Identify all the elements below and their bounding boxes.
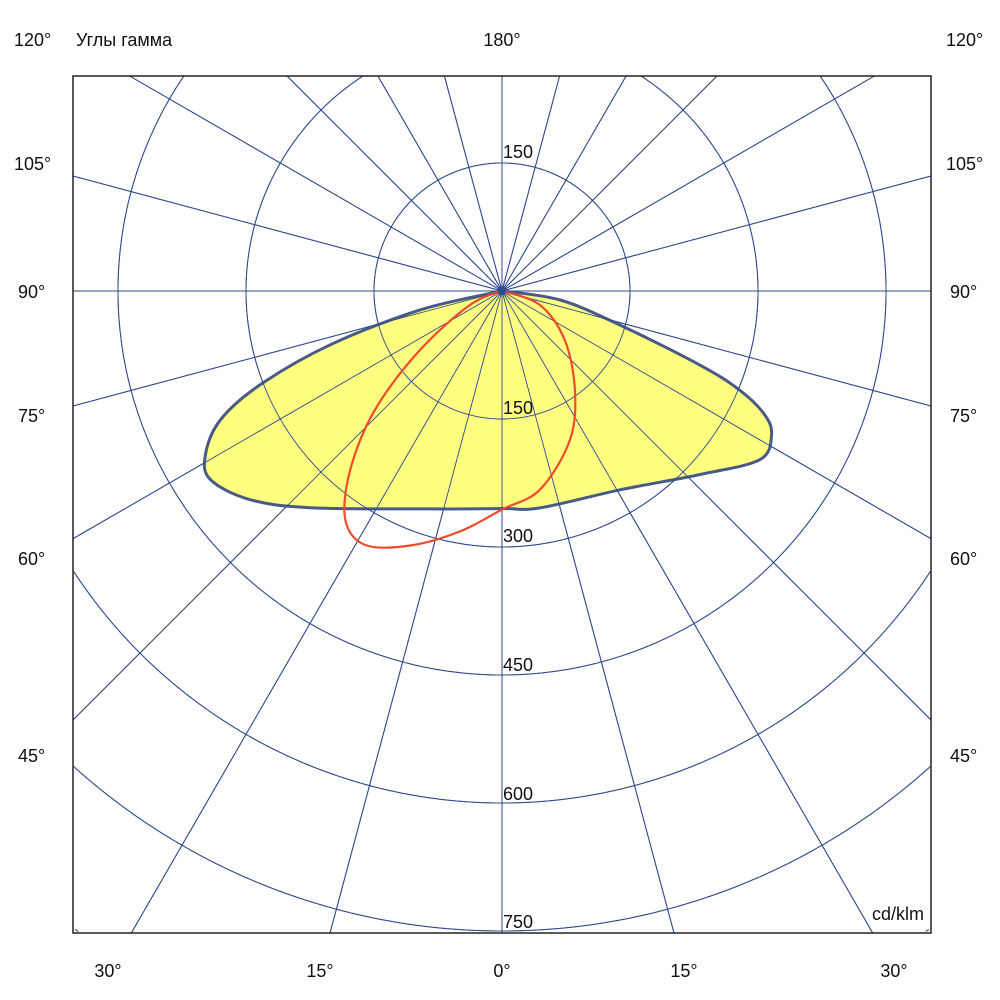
grid-radial-line-overlay [329, 290, 503, 934]
ring-label: 150 [503, 398, 533, 418]
grid-ring-overlay [245, 75, 759, 548]
right-angle-label: 75° [950, 406, 977, 426]
right-angle-label: 120° [946, 30, 983, 50]
grid-radial-line-overlay [501, 75, 875, 292]
grid-radial-line-overlay [72, 175, 503, 292]
bottom-angle-label: 15° [670, 961, 697, 981]
intensity-curve-line [343, 289, 577, 549]
top-angle-label: 180° [483, 30, 520, 50]
left-angle-label: 60° [18, 549, 45, 569]
unit-label: cd/klm [872, 904, 924, 924]
grid-radial-line-overlay [501, 290, 874, 934]
right-angle-label: 90° [950, 282, 977, 302]
bottom-angle-label: 30° [880, 961, 907, 981]
right-angle-label: 60° [950, 549, 977, 569]
left-angle-label: 105° [14, 154, 51, 174]
left-angle-label: 45° [18, 746, 45, 766]
grid-radial-line-overlay [286, 75, 503, 292]
right-angle-label: 45° [950, 746, 977, 766]
grid-radial-line-overlay [501, 290, 675, 934]
ring-label: 300 [503, 526, 533, 546]
grid-radial-line-overlay [501, 290, 932, 721]
ring-label-upper: 150 [503, 142, 533, 162]
grid-radial-line-overlay [501, 75, 627, 292]
bottom-angle-label: 30° [94, 961, 121, 981]
left-angle-label: 120° [14, 30, 51, 50]
bottom-angle-label: 0° [493, 961, 510, 981]
grid-radial-line-overlay [443, 75, 503, 292]
chart-title: Углы гамма [76, 30, 173, 50]
grid-radial-line-overlay [501, 75, 718, 292]
grid-ring-overlay [75, 929, 929, 932]
left-angle-label: 75° [18, 406, 45, 426]
grid-radial-line-overlay [72, 290, 503, 721]
grid-radial-line-overlay [501, 175, 932, 292]
center-marker [498, 287, 506, 295]
intensity-curve-filled [202, 289, 774, 511]
ring-label: 750 [503, 912, 533, 932]
grid-radial-line-overlay [130, 290, 503, 934]
left-angle-label: 90° [18, 282, 45, 302]
grid-radial-line-overlay [501, 75, 561, 292]
ring-label: 600 [503, 784, 533, 804]
grid-radial-line-overlay [501, 290, 932, 407]
series-layer [72, 75, 932, 934]
grid-ring-overlay [73, 571, 931, 804]
bottom-angle-label: 15° [306, 961, 333, 981]
grid-radial-line-overlay [501, 290, 932, 540]
ring-label: 450 [503, 655, 533, 675]
grid-radial-line-overlay [72, 290, 503, 407]
plot-frame [72, 75, 932, 934]
grid-ring-overlay [117, 76, 887, 676]
grid-radial-line-overlay [129, 75, 503, 292]
grid-ring-overlay [73, 766, 931, 932]
right-angle-label: 105° [946, 154, 983, 174]
grid-radial-line-overlay [377, 75, 503, 292]
grid-radial-line-overlay [72, 290, 503, 540]
